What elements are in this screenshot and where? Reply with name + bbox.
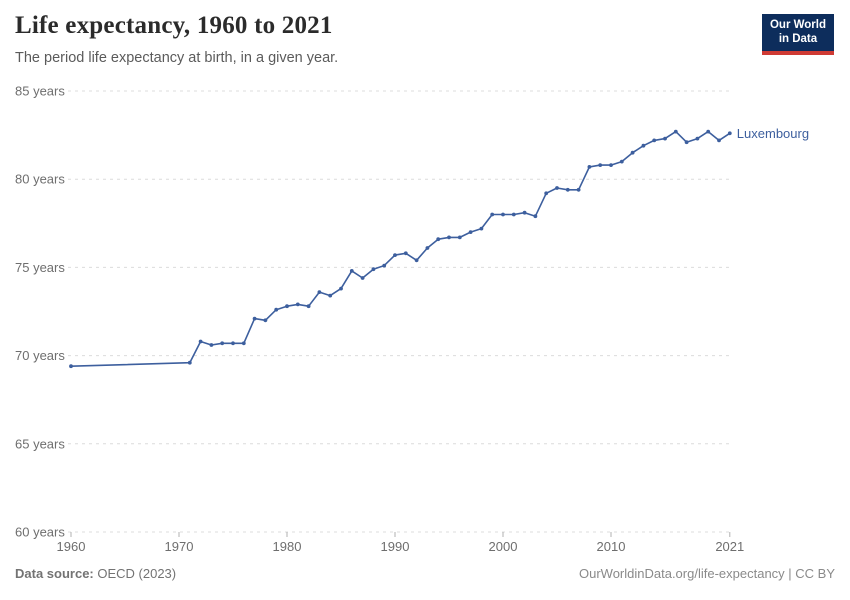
data-point[interactable]: [414, 258, 419, 263]
x-axis-label: 2010: [597, 539, 626, 554]
y-axis-label: 75 years: [15, 260, 65, 275]
x-axis-label: 2000: [489, 539, 518, 554]
x-axis-label: 1960: [57, 539, 86, 554]
data-point[interactable]: [382, 263, 387, 268]
owid-logo-line2: in Data: [778, 32, 818, 45]
y-axis-label: 85 years: [15, 84, 65, 99]
data-source-note: Data source: OECD (2023): [15, 566, 176, 581]
series-label-luxembourg[interactable]: Luxembourg: [737, 126, 809, 141]
data-point[interactable]: [479, 226, 484, 231]
data-point[interactable]: [609, 163, 613, 168]
data-point[interactable]: [403, 251, 408, 256]
data-point[interactable]: [457, 235, 462, 240]
data-point[interactable]: [339, 286, 343, 291]
data-point[interactable]: [533, 214, 538, 219]
data-point[interactable]: [371, 267, 376, 272]
x-axis-label: 1970: [165, 539, 194, 554]
data-point[interactable]: [306, 304, 311, 309]
data-point[interactable]: [565, 187, 570, 192]
data-point[interactable]: [263, 318, 268, 323]
data-point[interactable]: [295, 302, 300, 307]
data-point[interactable]: [663, 136, 667, 141]
data-point[interactable]: [684, 140, 689, 145]
data-point[interactable]: [695, 136, 700, 141]
data-point[interactable]: [630, 150, 635, 155]
data-source-value: OECD (2023): [93, 566, 177, 581]
data-point[interactable]: [349, 269, 354, 273]
data-point[interactable]: [447, 235, 451, 240]
data-point[interactable]: [468, 230, 473, 235]
y-axis-label: 70 years: [15, 348, 65, 363]
data-point[interactable]: [641, 143, 646, 148]
data-point[interactable]: [285, 304, 289, 309]
data-point[interactable]: [727, 131, 732, 136]
data-point[interactable]: [673, 129, 678, 134]
data-source-label: Data source:: [15, 566, 94, 581]
data-point[interactable]: [544, 191, 549, 196]
data-point[interactable]: [69, 364, 73, 369]
data-point[interactable]: [436, 237, 441, 242]
data-point[interactable]: [619, 159, 624, 164]
x-axis-label: 2021: [715, 539, 744, 554]
license-credit[interactable]: OurWorldinData.org/life-expectancy | CC …: [578, 566, 835, 581]
data-point[interactable]: [241, 341, 246, 346]
data-point[interactable]: [393, 253, 397, 257]
x-axis-label: 1990: [381, 539, 410, 554]
data-point[interactable]: [252, 316, 257, 321]
data-point[interactable]: [587, 165, 592, 169]
data-point[interactable]: [490, 212, 495, 217]
data-point[interactable]: [187, 360, 192, 365]
data-point[interactable]: [328, 293, 333, 298]
data-point[interactable]: [717, 138, 721, 143]
data-point[interactable]: [522, 210, 527, 215]
owid-logo[interactable]: Our World in Data: [761, 14, 834, 55]
data-point[interactable]: [511, 212, 516, 217]
owid-logo-line1: Our World: [769, 19, 826, 31]
data-point[interactable]: [209, 343, 214, 347]
data-point[interactable]: [220, 341, 225, 346]
page-title: Life expectancy, 1960 to 2021: [15, 12, 333, 39]
y-axis-label: 80 years: [15, 172, 65, 187]
chart-subtitle: The period life expectancy at birth, in …: [15, 50, 339, 66]
series-line-luxembourg[interactable]: [70, 130, 731, 367]
data-point[interactable]: [576, 187, 581, 192]
data-point[interactable]: [555, 186, 559, 190]
y-axis-label: 60 years: [15, 525, 65, 540]
x-axis-label: 1980: [273, 539, 302, 554]
data-point[interactable]: [360, 276, 365, 280]
data-point[interactable]: [274, 307, 279, 312]
data-point[interactable]: [706, 129, 711, 134]
data-point[interactable]: [198, 339, 203, 344]
data-point[interactable]: [317, 290, 322, 294]
y-axis-label: 65 years: [15, 436, 65, 451]
data-point[interactable]: [425, 246, 430, 250]
data-point[interactable]: [501, 212, 505, 217]
data-point[interactable]: [652, 138, 657, 143]
data-point[interactable]: [598, 163, 603, 168]
data-point[interactable]: [231, 341, 235, 346]
